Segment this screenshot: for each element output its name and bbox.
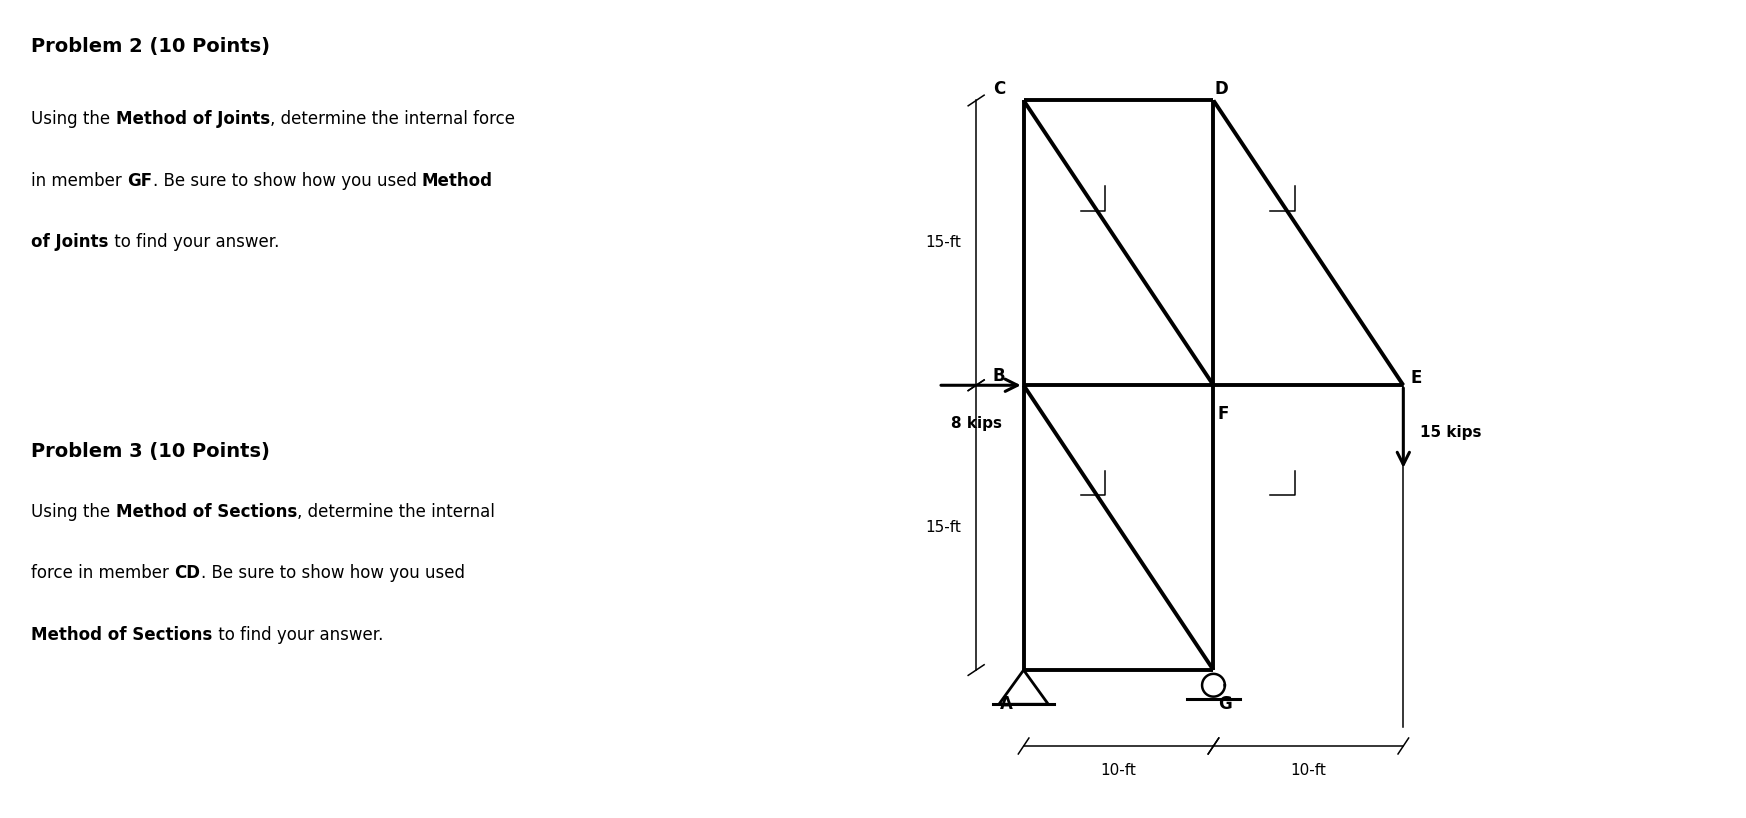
Text: CD: CD: [175, 564, 201, 582]
Text: Problem 2 (10 Points): Problem 2 (10 Points): [31, 37, 271, 56]
Text: G: G: [1219, 695, 1231, 713]
Text: 8 kips: 8 kips: [950, 416, 1002, 430]
Text: E: E: [1411, 369, 1423, 387]
Text: Method: Method: [423, 172, 492, 190]
Text: in member: in member: [31, 172, 127, 190]
Text: Using the: Using the: [31, 503, 115, 521]
Text: 15-ft: 15-ft: [925, 520, 960, 535]
Text: 15 kips: 15 kips: [1421, 425, 1482, 440]
Text: . Be sure to show how you used: . Be sure to show how you used: [201, 564, 464, 582]
Text: Method of Joints: Method of Joints: [115, 110, 271, 128]
Text: . Be sure to show how you used: . Be sure to show how you used: [152, 172, 423, 190]
Text: force in member: force in member: [31, 564, 175, 582]
Text: Method of Sections: Method of Sections: [115, 503, 297, 521]
Text: C: C: [993, 80, 1006, 98]
Text: Problem 3 (10 Points): Problem 3 (10 Points): [31, 442, 271, 461]
Text: 10-ft: 10-ft: [1290, 763, 1327, 778]
Text: Method of Sections: Method of Sections: [31, 626, 213, 644]
Text: , determine the internal force: , determine the internal force: [271, 110, 515, 128]
Text: 10-ft: 10-ft: [1100, 763, 1137, 778]
Text: Using the: Using the: [31, 110, 115, 128]
Text: to find your answer.: to find your answer.: [213, 626, 382, 644]
Text: of Joints: of Joints: [31, 233, 108, 251]
Text: F: F: [1217, 405, 1229, 423]
Text: A: A: [1000, 695, 1013, 713]
Text: B: B: [993, 366, 1006, 384]
Text: D: D: [1213, 80, 1227, 98]
Text: , determine the internal: , determine the internal: [297, 503, 494, 521]
Text: GF: GF: [127, 172, 152, 190]
Text: 15-ft: 15-ft: [925, 236, 960, 250]
Text: to find your answer.: to find your answer.: [108, 233, 279, 251]
